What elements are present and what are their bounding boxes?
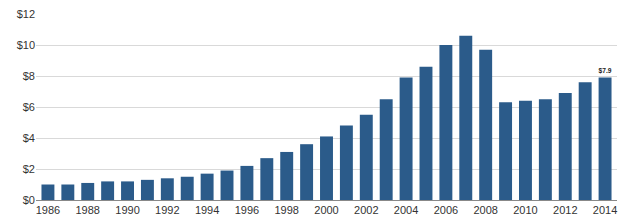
svg-text:$10: $10 <box>17 39 35 51</box>
svg-text:1986: 1986 <box>36 204 60 216</box>
svg-text:2010: 2010 <box>513 204 537 216</box>
svg-text:2002: 2002 <box>354 204 378 216</box>
svg-text:2008: 2008 <box>473 204 497 216</box>
svg-text:1996: 1996 <box>235 204 259 216</box>
svg-text:2012: 2012 <box>553 204 577 216</box>
svg-text:2000: 2000 <box>314 204 338 216</box>
svg-text:$4: $4 <box>23 132 35 144</box>
svg-text:$6: $6 <box>23 101 35 113</box>
svg-text:1998: 1998 <box>274 204 298 216</box>
svg-text:2006: 2006 <box>434 204 458 216</box>
svg-text:$7.9: $7.9 <box>599 67 612 75</box>
svg-text:1990: 1990 <box>115 204 139 216</box>
svg-text:1988: 1988 <box>75 204 99 216</box>
svg-text:$12: $12 <box>17 8 35 20</box>
svg-text:$8: $8 <box>23 70 35 82</box>
svg-text:$2: $2 <box>23 163 35 175</box>
svg-text:1992: 1992 <box>155 204 179 216</box>
svg-text:1994: 1994 <box>195 204 219 216</box>
svg-text:2004: 2004 <box>394 204 418 216</box>
svg-text:2014: 2014 <box>593 204 617 216</box>
svg-text:$0: $0 <box>23 194 35 206</box>
